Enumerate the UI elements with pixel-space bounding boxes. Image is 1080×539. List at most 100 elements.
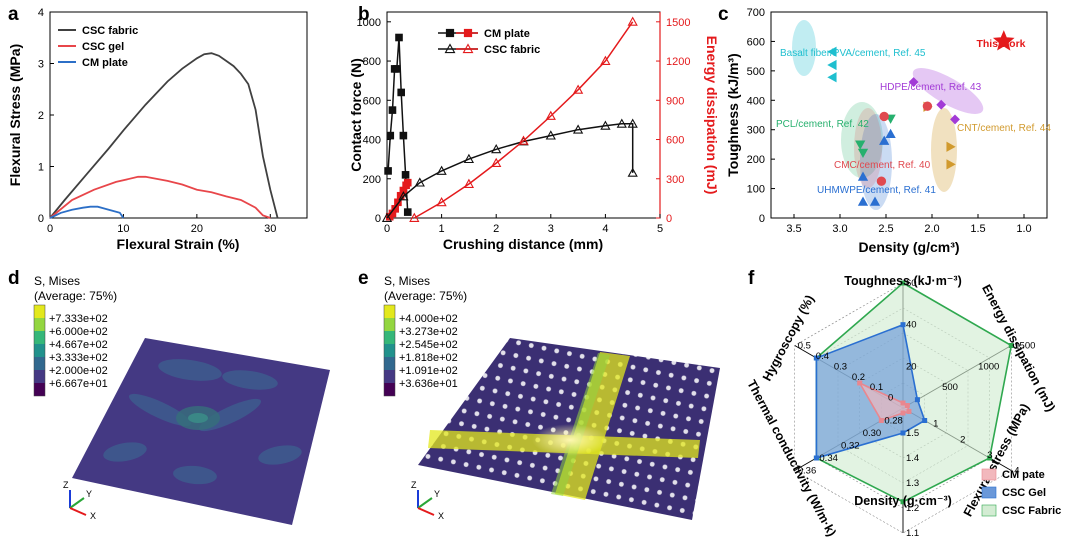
c-xtick-label: 3.0	[832, 223, 847, 235]
label-uhmwpe: UHMWPE/cement, Ref. 41	[817, 185, 936, 196]
b-xtick-label: 4	[602, 223, 608, 235]
colorbar-segment	[384, 383, 395, 396]
radar-point	[900, 400, 906, 406]
colorbar-segment	[384, 305, 395, 318]
b-ytick-right-label: 0	[666, 213, 672, 225]
c-xtick-label: 1.5	[970, 223, 985, 235]
data-point	[869, 196, 881, 206]
legend-label: CSC Gel	[1002, 487, 1046, 499]
svg-text:Z: Z	[63, 480, 69, 490]
radar-axis-label: Hygroscopy (%)	[760, 293, 817, 384]
radar-point	[904, 403, 910, 408]
data-point	[436, 165, 447, 175]
data-point	[397, 88, 405, 97]
colorbar-label: +2.545e+02	[399, 339, 458, 351]
a-ytick-label: 1	[38, 162, 44, 174]
legend-marker	[445, 28, 455, 38]
region-cmc	[854, 108, 882, 188]
radar-tick-label: 1.2	[906, 503, 919, 514]
colorbar-label: +7.333e+02	[49, 313, 108, 325]
label-this-work: This work	[976, 38, 1025, 50]
panel-letter-f: f	[748, 268, 755, 289]
radar-tick-label: 0.4	[816, 351, 829, 362]
svg-text:Z: Z	[411, 480, 417, 490]
b-xtick-label: 2	[493, 223, 499, 235]
c-ytick-label: 200	[747, 154, 765, 166]
radar-point	[1008, 343, 1014, 348]
fem-d-stress-pattern	[103, 359, 302, 485]
radar-point	[922, 418, 928, 423]
legend-label: CSC gel	[82, 41, 124, 53]
b-ytick-label: 800	[363, 56, 381, 68]
data-point	[491, 157, 502, 167]
data-point	[627, 118, 638, 128]
legend-marker	[463, 28, 473, 38]
b-xtick-label: 3	[548, 223, 554, 235]
data-point	[491, 143, 502, 154]
c-ytick-label: 400	[747, 95, 765, 107]
colorbar-label: +1.818e+02	[399, 352, 458, 364]
svg-text:X: X	[438, 511, 444, 521]
series-line-cm-plate	[49, 205, 125, 219]
radar-tick-label: 1.4	[906, 453, 919, 464]
radar-point	[900, 280, 906, 286]
data-point	[992, 30, 1015, 51]
radar-point	[900, 322, 906, 328]
a-xtick-label: 0	[47, 223, 53, 235]
legend-swatch	[981, 468, 997, 481]
colorbar-segment	[34, 318, 45, 331]
data-point	[627, 167, 638, 177]
legend-label: CM pate	[1002, 469, 1045, 481]
radar-tick-label: 4	[1014, 466, 1019, 477]
legend-marker	[444, 43, 456, 54]
radar-axis-label: Density (g·cm⁻³)	[854, 494, 952, 508]
panel-b-ylabel: Contact force (N)	[348, 58, 364, 172]
radar-point	[900, 410, 906, 416]
data-point	[827, 46, 837, 57]
data-point	[879, 111, 889, 122]
panel-letter-d: d	[8, 268, 20, 289]
colorbar-label: +4.667e+02	[49, 339, 108, 351]
radar-tick-label: 500	[942, 382, 958, 393]
b-xtick-label: 5	[657, 223, 663, 235]
b-ytick-right-label: 1200	[666, 56, 690, 68]
region-cnt	[931, 108, 957, 192]
c-ytick-label: 0	[759, 213, 765, 225]
b-ytick-label: 400	[363, 135, 381, 147]
a-ytick-label: 4	[38, 7, 44, 19]
fem-e-subtitle: (Average: 75%)	[384, 289, 467, 303]
legend-swatch	[981, 486, 997, 499]
radar-tick-label: 60	[906, 278, 917, 289]
colorbar-segment	[34, 344, 45, 357]
series-line	[413, 21, 634, 219]
data-point	[827, 59, 837, 71]
label-pcl: PCL/cement, Ref. 42	[776, 119, 869, 130]
a-xtick-label: 10	[117, 223, 129, 235]
panel-b-ylabel-right: Energy dissipation (mJ)	[704, 36, 720, 195]
panel-e-fem: S, Mises (Average: 75%) +4.000e+02+3.273…	[383, 274, 720, 521]
series-line	[386, 123, 634, 219]
panel-d-fem: S, Mises (Average: 75%) +7.333e+02+6.000…	[33, 274, 330, 525]
data-point	[876, 176, 887, 186]
data-point	[401, 171, 410, 179]
series-line-csc-gel	[49, 175, 271, 219]
data-point	[381, 212, 393, 222]
region-basalt	[792, 20, 816, 76]
legend-label: CSC fabric	[82, 25, 138, 37]
c-ytick-label: 700	[747, 7, 765, 19]
radar-tick-label: 1	[933, 419, 938, 430]
c-ytick-label: 600	[747, 36, 765, 48]
colorbar-label: +4.000e+02	[399, 313, 458, 325]
b-ytick-label: 600	[363, 95, 381, 107]
fem-e-axes-triad: Z Y X	[411, 480, 444, 521]
colorbar-segment	[384, 318, 395, 331]
a-ytick-label: 0	[38, 213, 44, 225]
radar-tick-label: 1.3	[906, 478, 919, 489]
series-line-csc-fabric	[49, 52, 279, 219]
data-point	[827, 72, 837, 83]
c-ytick-label: 100	[747, 184, 765, 196]
label-cmc: CMC/cement, Ref. 40	[834, 160, 931, 171]
data-point	[885, 128, 896, 139]
series-line	[387, 37, 409, 213]
colorbar-segment	[34, 383, 45, 396]
